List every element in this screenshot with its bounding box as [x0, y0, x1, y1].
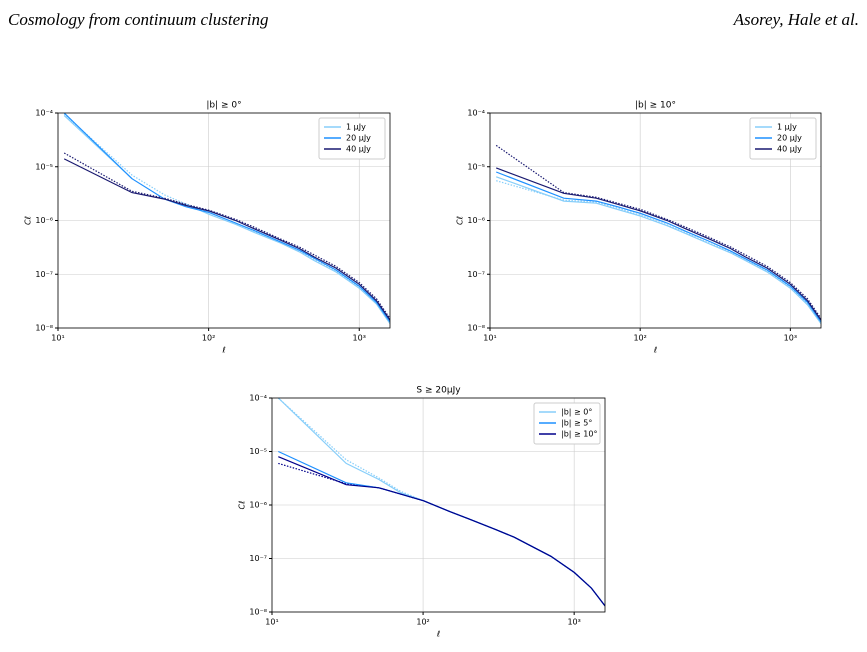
- legend-label: |b| ≥ 5°: [561, 419, 592, 428]
- x-axis-label: ℓ: [221, 346, 225, 355]
- legend-label: 20 μJy: [777, 134, 802, 143]
- chart-title: |b| ≥ 0°: [206, 101, 241, 111]
- data-line: [495, 176, 821, 325]
- x-axis-label: ℓ: [436, 630, 440, 639]
- plot-frame: [57, 112, 391, 329]
- x-tick-label: 10³: [784, 334, 797, 343]
- y-axis-label: Cℓ: [24, 216, 33, 225]
- data-line: [495, 167, 821, 321]
- y-tick-label: 10⁻⁵: [467, 162, 485, 171]
- legend-label: |b| ≥ 0°: [561, 408, 592, 417]
- data-line: [495, 171, 821, 323]
- running-authors: Asorey, Hale et al.: [733, 10, 859, 29]
- data-line: [278, 450, 605, 607]
- y-tick-label: 10⁻⁷: [35, 270, 53, 279]
- x-tick-label: 10³: [567, 618, 580, 627]
- x-tick-label: 10²: [633, 334, 646, 343]
- x-tick-label: 10²: [202, 334, 215, 343]
- y-tick-label: 10⁻⁸: [249, 608, 267, 617]
- y-tick-label: 10⁻⁶: [249, 501, 267, 510]
- x-tick-label: 10¹: [51, 334, 64, 343]
- y-tick-label: 10⁻⁴: [467, 109, 485, 118]
- y-axis-label: Cℓ: [238, 501, 247, 510]
- y-tick-label: 10⁻⁸: [467, 324, 485, 333]
- chart-title: S ≥ 20μJy: [416, 386, 461, 396]
- y-tick-label: 10⁻⁴: [35, 109, 53, 118]
- legend-label: |b| ≥ 10°: [561, 430, 597, 439]
- y-axis-label: Cℓ: [456, 216, 465, 225]
- y-tick-label: 10⁻⁶: [35, 216, 53, 225]
- legend-label: 20 μJy: [346, 134, 371, 143]
- legend-label: 40 μJy: [346, 145, 371, 154]
- x-tick-label: 10²: [416, 618, 429, 627]
- chart-title: |b| ≥ 10°: [635, 101, 676, 111]
- x-tick-label: 10¹: [265, 618, 278, 627]
- y-tick-label: 10⁻⁷: [467, 270, 485, 279]
- model-line: [278, 462, 605, 607]
- running-title: Cosmology from continuum clustering: [8, 10, 269, 29]
- x-axis-label: ℓ: [653, 346, 657, 355]
- x-tick-label: 10¹: [483, 334, 496, 343]
- y-tick-label: 10⁻⁵: [249, 447, 267, 456]
- y-tick-label: 10⁻⁵: [35, 162, 53, 171]
- model-line: [63, 152, 390, 319]
- data-line: [278, 456, 605, 607]
- model-line: [495, 144, 821, 319]
- y-tick-label: 10⁻⁶: [467, 216, 485, 225]
- y-tick-label: 10⁻⁷: [249, 554, 267, 563]
- model-line: [496, 180, 821, 324]
- y-tick-label: 10⁻⁸: [35, 324, 53, 333]
- legend-label: 1 μJy: [346, 123, 366, 132]
- y-tick-label: 10⁻⁴: [249, 394, 267, 403]
- x-tick-label: 10³: [353, 334, 366, 343]
- plot-frame: [271, 397, 606, 613]
- legend-label: 40 μJy: [777, 145, 802, 154]
- plot-frame: [489, 112, 822, 329]
- data-line: [63, 158, 390, 321]
- legend-label: 1 μJy: [777, 123, 797, 132]
